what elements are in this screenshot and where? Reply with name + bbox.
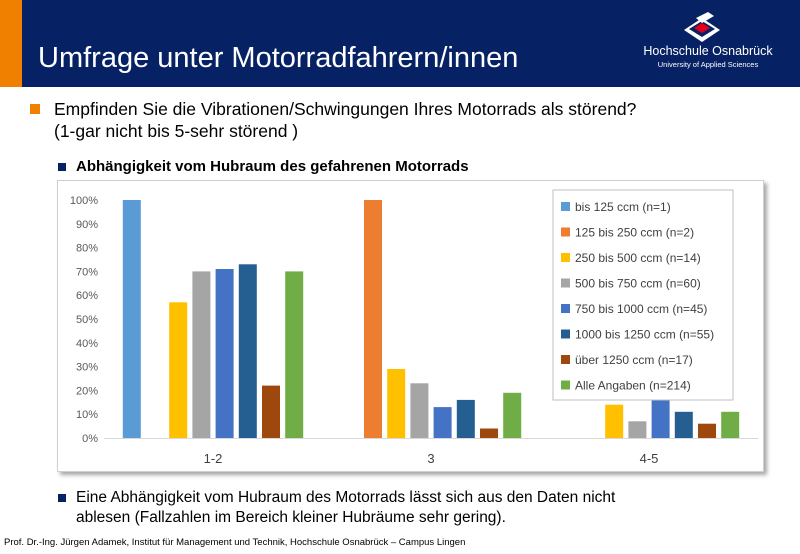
bar	[169, 302, 188, 438]
legend-entry: 125 bis 250 ccm (n=2)	[575, 226, 694, 240]
legend-swatch	[561, 380, 570, 390]
y-tick-label: 30%	[76, 362, 98, 374]
conclusion-square-icon	[58, 494, 66, 502]
bar	[262, 385, 280, 438]
bullet-square-icon	[30, 104, 40, 114]
main-bullet-text: Empfinden Sie die Vibrationen/Schwingung…	[54, 98, 774, 142]
bar	[387, 369, 406, 438]
legend-entry: 500 bis 750 ccm (n=60)	[575, 277, 701, 291]
bar	[364, 200, 382, 438]
x-tick-label: 3	[427, 451, 434, 466]
slide-title: Umfrage unter Motorradfahrern/innen	[38, 42, 519, 74]
x-tick-label: 4-5	[640, 451, 659, 466]
y-tick-label: 70%	[76, 266, 98, 278]
legend-box	[552, 189, 734, 401]
conclusion-bullet: Eine Abhängigkeit vom Hubraum des Motorr…	[58, 488, 776, 528]
legend-entry: 250 bis 500 ccm (n=14)	[575, 251, 701, 265]
legend-swatch	[561, 227, 570, 237]
sub-bullet: Abhängigkeit vom Hubraum des gefahrenen …	[58, 157, 469, 177]
legend-swatch	[561, 253, 570, 262]
legend-swatch	[561, 202, 570, 211]
logo-mark-icon	[684, 12, 720, 42]
y-tick-label: 10%	[76, 409, 98, 421]
main-bullet-line-1: Empfinden Sie die Vibrationen/Schwingung…	[54, 99, 637, 119]
x-tick-label: 1-2	[204, 451, 223, 466]
bar	[215, 269, 234, 438]
conclusion-line-1: Eine Abhängigkeit vom Hubraum des Motorr…	[76, 489, 616, 506]
conclusion-text: Eine Abhängigkeit vom Hubraum des Motorr…	[76, 488, 776, 528]
bar	[238, 264, 257, 438]
bar	[721, 411, 740, 438]
legend-entry: Alle Angaben (n=214)	[575, 379, 691, 393]
legend-entry: bis 125 ccm (n=1)	[575, 200, 671, 214]
y-tick-label: 90%	[76, 219, 98, 231]
legend-entry: 1000 bis 1250 ccm (n=55)	[575, 328, 714, 342]
bar	[433, 407, 452, 438]
legend-swatch	[561, 304, 570, 313]
legend-swatch	[561, 355, 570, 364]
legend-entry: 750 bis 1000 ccm (n=45)	[575, 302, 707, 316]
y-tick-label: 20%	[76, 385, 98, 397]
bar	[480, 428, 498, 438]
legend-swatch	[561, 278, 570, 288]
bar	[410, 383, 429, 438]
y-tick-label: 100%	[70, 195, 98, 207]
y-tick-label: 80%	[76, 243, 98, 255]
main-bullet-line-2: (1-gar nicht bis 5-sehr störend )	[54, 121, 299, 141]
sub-bullet-square-icon	[58, 163, 66, 171]
legend-swatch	[561, 329, 570, 339]
university-logo: Hochschule Osnabrück University of Appli…	[623, 12, 793, 72]
legend-entry: über 1250 ccm (n=17)	[575, 353, 693, 367]
logo-name: Hochschule Osnabrück	[643, 44, 773, 58]
y-tick-label: 50%	[76, 314, 98, 326]
bar	[285, 271, 304, 438]
conclusion-line-2: ablesen (Fallzahlen im Bereich kleiner H…	[76, 509, 506, 526]
chart-container: 0% 10% 20% 30% 40% 50% 60% 70% 80% 90% 100% 1-2 3 4-5…	[57, 180, 764, 472]
bar	[674, 411, 693, 438]
bar	[192, 271, 211, 438]
sub-bullet-text: Abhängigkeit vom Hubraum des gefahrenen …	[76, 158, 469, 175]
main-bullet: Empfinden Sie die Vibrationen/Schwingung…	[30, 98, 774, 142]
footer: Prof. Dr.-Ing. Jürgen Adamek, Institut f…	[4, 537, 466, 548]
accent-strip	[0, 0, 22, 87]
bar	[651, 399, 670, 438]
bar-chart: 0% 10% 20% 30% 40% 50% 60% 70% 80% 90% 100% 1-2 3 4-5…	[70, 189, 758, 466]
bar	[503, 392, 522, 438]
logo-subtitle: University of Applied Sciences	[657, 60, 759, 69]
bar	[628, 421, 647, 438]
bar	[605, 404, 624, 438]
bar	[122, 200, 141, 438]
y-tick-label: 0%	[82, 433, 98, 445]
header-bar	[0, 0, 800, 87]
bar	[456, 399, 475, 438]
bar	[698, 423, 716, 438]
y-tick-label: 40%	[76, 338, 98, 350]
y-tick-label: 60%	[76, 290, 98, 302]
